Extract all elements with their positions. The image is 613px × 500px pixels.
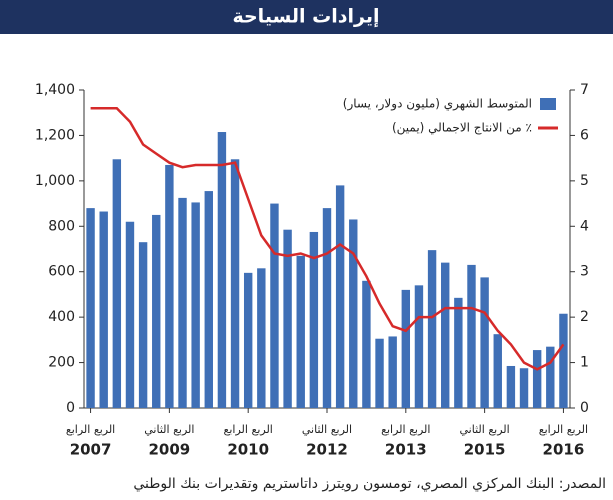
x-tick-label: الربع الثاني xyxy=(144,423,194,436)
x-year-label: 2007 xyxy=(70,441,112,459)
x-year-label: 2013 xyxy=(385,441,427,459)
x-tick-label: الربع الثاني xyxy=(302,423,352,436)
x-year-label: 2015 xyxy=(464,441,506,459)
bar xyxy=(112,159,122,408)
bar xyxy=(427,250,437,408)
bar xyxy=(309,231,319,408)
y2-tick-label: 1 xyxy=(580,355,589,371)
bar xyxy=(559,313,568,408)
y2-tick-label: 6 xyxy=(580,127,589,143)
y-tick-label: 0 xyxy=(66,400,75,416)
bar xyxy=(296,255,305,408)
bar xyxy=(283,229,292,408)
bar xyxy=(506,365,516,408)
x-tick-label: الربع الثاني xyxy=(460,423,510,436)
bar xyxy=(375,338,384,408)
y2-tick-label: 3 xyxy=(580,264,589,280)
x-tick-label: الربع الرابع xyxy=(66,423,115,436)
bar xyxy=(204,191,213,408)
bar xyxy=(493,334,502,408)
legend-swatch xyxy=(540,98,556,110)
y-tick-label: 1,400 xyxy=(35,82,75,98)
bar xyxy=(125,221,135,408)
bar xyxy=(546,346,555,408)
bar xyxy=(454,297,463,408)
y-tick-label: 1,000 xyxy=(35,173,75,189)
bar xyxy=(322,208,332,408)
legend-label: ٪ من الانتاج الاجمالي (يمين) xyxy=(392,121,532,136)
y2-tick-label: 4 xyxy=(580,218,589,234)
bar xyxy=(401,289,411,408)
legend-label: المتوسط الشهري (مليون دولار، يسار) xyxy=(343,97,532,112)
bar xyxy=(467,264,476,408)
chart-title: إيرادات السياحة xyxy=(232,6,379,28)
bar xyxy=(165,164,174,408)
bar xyxy=(230,159,240,408)
bar xyxy=(480,277,489,408)
bar xyxy=(138,242,148,408)
bar xyxy=(335,185,345,408)
bar xyxy=(388,336,397,408)
bar xyxy=(414,285,424,408)
bar xyxy=(86,208,95,408)
y2-tick-label: 5 xyxy=(580,173,589,189)
line xyxy=(90,106,565,371)
x-year-label: 2012 xyxy=(306,441,348,459)
y-tick-label: 800 xyxy=(48,218,75,234)
x-tick-label: الربع الرابع xyxy=(381,423,430,436)
y2-tick-label: 7 xyxy=(580,82,589,98)
bar xyxy=(270,203,279,408)
y-tick-label: 200 xyxy=(48,355,75,371)
x-year-label: 2016 xyxy=(543,441,585,459)
bar xyxy=(217,132,227,408)
y-tick-label: 400 xyxy=(48,309,75,325)
source: المصدر: البنك المركزي المصري، تومسون روي… xyxy=(133,476,606,492)
y2-tick-label: 0 xyxy=(580,400,589,416)
x-tick-label: الربع الرابع xyxy=(224,423,273,436)
bar xyxy=(532,350,542,408)
bar xyxy=(257,268,266,408)
bar xyxy=(362,280,371,408)
bar xyxy=(99,211,108,408)
bar xyxy=(152,214,161,408)
y-tick-label: 600 xyxy=(48,264,75,280)
bar xyxy=(519,368,529,408)
x-tick-label: الربع الرابع xyxy=(539,423,588,436)
bar xyxy=(349,219,358,408)
y2-tick-label: 2 xyxy=(580,309,589,325)
x-year-label: 2009 xyxy=(149,441,191,459)
bar xyxy=(441,262,450,408)
bar xyxy=(243,272,253,408)
bar xyxy=(191,202,200,408)
title-band xyxy=(0,0,613,34)
bar xyxy=(178,197,187,408)
y-tick-label: 1,200 xyxy=(35,127,75,143)
x-year-label: 2010 xyxy=(227,441,269,459)
